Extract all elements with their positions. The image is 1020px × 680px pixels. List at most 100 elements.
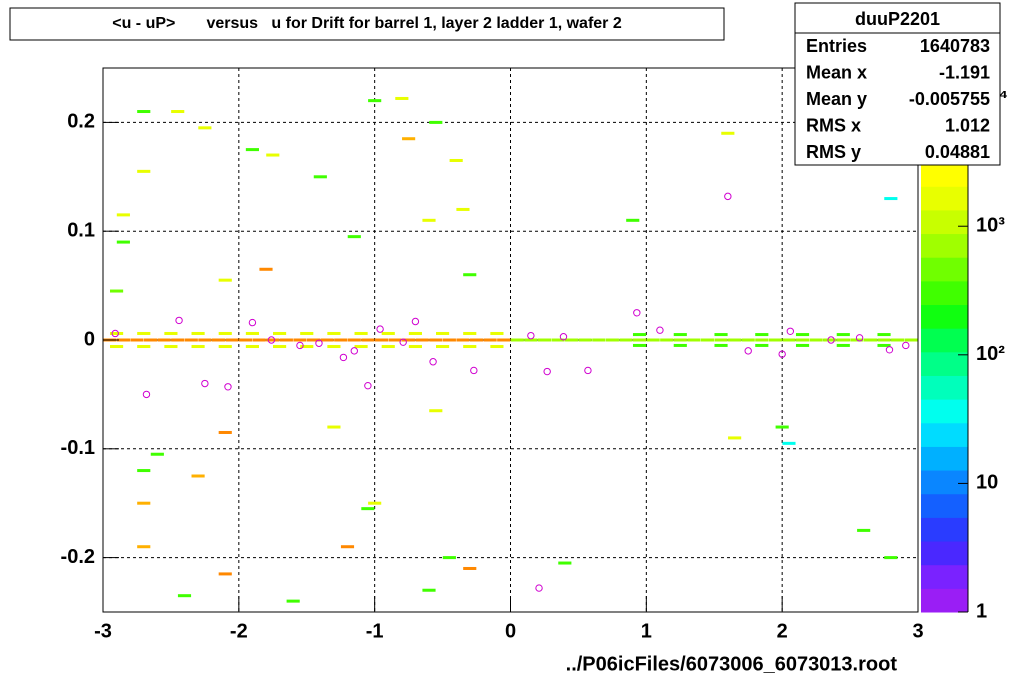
profile-point (429, 358, 437, 366)
x-tick-label: -3 (94, 620, 112, 642)
cell (490, 345, 504, 349)
profile-point (543, 367, 551, 376)
cell (143, 338, 158, 342)
cell (721, 131, 735, 135)
cell (177, 594, 192, 598)
cell (245, 345, 259, 349)
cell (619, 338, 633, 342)
x-tick-label: 3 (912, 620, 923, 642)
cell (218, 331, 232, 335)
profile-point (633, 309, 641, 317)
cell (687, 338, 701, 342)
cell (755, 338, 769, 342)
palette-step (921, 328, 968, 353)
palette-step (921, 209, 968, 235)
cell (164, 345, 178, 349)
cell (218, 345, 232, 349)
cell (361, 507, 375, 511)
cell (245, 331, 259, 335)
cell (904, 338, 918, 342)
cell (300, 345, 314, 349)
cell (273, 331, 287, 335)
cell (551, 338, 565, 342)
cell (463, 273, 477, 277)
y-tick-label: 0 (84, 328, 95, 350)
palette-step (921, 541, 968, 566)
cell (463, 566, 477, 570)
profile-point (248, 318, 257, 327)
palette-step (921, 588, 968, 613)
cell (728, 338, 742, 342)
cell (273, 345, 287, 349)
cell (436, 345, 450, 349)
cell (632, 333, 647, 337)
cell (239, 338, 253, 342)
palette-step (921, 564, 968, 589)
cell (877, 338, 891, 342)
cell (218, 278, 232, 282)
cell (300, 331, 314, 335)
cell (436, 331, 450, 335)
profile-point (656, 326, 664, 334)
cell (537, 338, 552, 342)
y-tick-label: 0.2 (67, 111, 95, 133)
stats-label: Entries (806, 36, 867, 56)
profile-point (786, 327, 795, 335)
cell (116, 338, 130, 342)
cell (198, 126, 212, 130)
profile-point (559, 333, 568, 341)
stats-value: 1640783 (920, 36, 990, 56)
x-tick-label: 0 (505, 620, 516, 642)
cell (361, 338, 375, 342)
cell (429, 409, 443, 413)
profile-point (411, 317, 420, 326)
palette-step (921, 304, 968, 329)
cell (266, 338, 280, 342)
cell (225, 338, 239, 342)
x-tick-label: 2 (777, 620, 788, 642)
y-tick-label: -0.1 (61, 437, 95, 459)
z-tick-label: 10 (976, 472, 998, 494)
cell (884, 197, 898, 201)
cell (293, 338, 307, 342)
cell (110, 289, 124, 293)
cell (456, 207, 470, 211)
cell (768, 338, 782, 342)
profile-point (350, 347, 358, 355)
palette-step (921, 162, 968, 187)
stats-value: 1.012 (945, 115, 990, 135)
cell (137, 110, 151, 114)
profile-point (267, 336, 276, 344)
cell (673, 338, 687, 342)
cell (171, 338, 185, 342)
cell (368, 501, 382, 505)
stats-label: Mean x (806, 62, 867, 82)
profile-point (296, 341, 304, 350)
palette-step (921, 233, 968, 258)
profile-point (584, 366, 592, 375)
cell (191, 331, 205, 335)
cell (728, 436, 742, 440)
cell (836, 343, 850, 347)
palette-step (921, 517, 968, 542)
cell (857, 528, 871, 532)
cell (558, 561, 572, 565)
cell (313, 175, 327, 179)
cell (374, 338, 389, 342)
cell (755, 343, 769, 347)
cell (714, 333, 728, 337)
profile-point (827, 336, 835, 344)
palette-step (921, 375, 968, 400)
cell (809, 338, 823, 342)
cell (402, 137, 416, 141)
stats-box (794, 2, 1001, 166)
z-tick-label: 1 (976, 600, 987, 622)
cell (429, 338, 443, 342)
chart-title: <u - uP> versus u for Drift for barrel 1… (112, 15, 622, 32)
cell (836, 338, 850, 342)
cell (402, 338, 416, 342)
palette-step (921, 186, 968, 211)
cell (714, 338, 728, 342)
cell (110, 345, 124, 349)
cell (164, 331, 178, 335)
